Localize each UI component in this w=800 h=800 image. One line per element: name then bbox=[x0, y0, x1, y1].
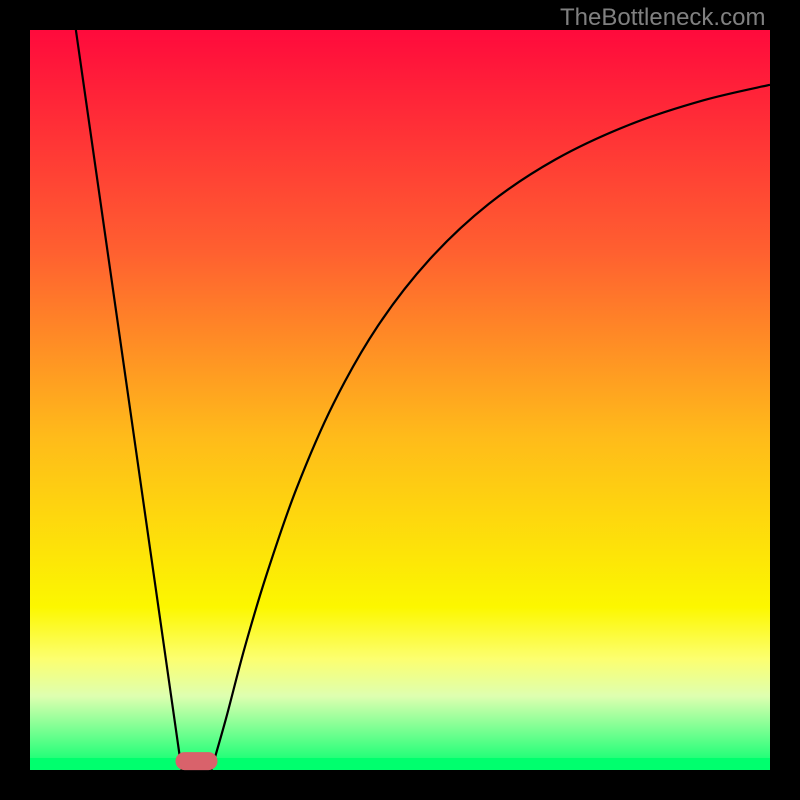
green-band bbox=[30, 758, 770, 770]
watermark-text: TheBottleneck.com bbox=[560, 4, 765, 32]
chart-frame: TheBottleneck.com bbox=[0, 0, 800, 800]
chart-svg bbox=[0, 0, 800, 800]
bottleneck-marker bbox=[176, 752, 218, 770]
plot-background bbox=[30, 30, 770, 770]
